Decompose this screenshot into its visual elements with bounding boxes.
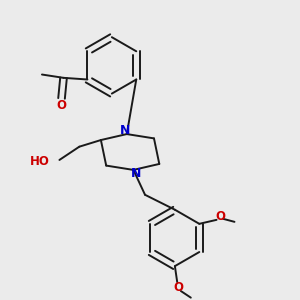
Text: O: O: [215, 210, 225, 224]
Text: N: N: [120, 124, 130, 136]
Text: HO: HO: [30, 155, 50, 168]
Text: O: O: [56, 99, 67, 112]
Text: O: O: [173, 281, 183, 294]
Text: N: N: [131, 167, 141, 180]
